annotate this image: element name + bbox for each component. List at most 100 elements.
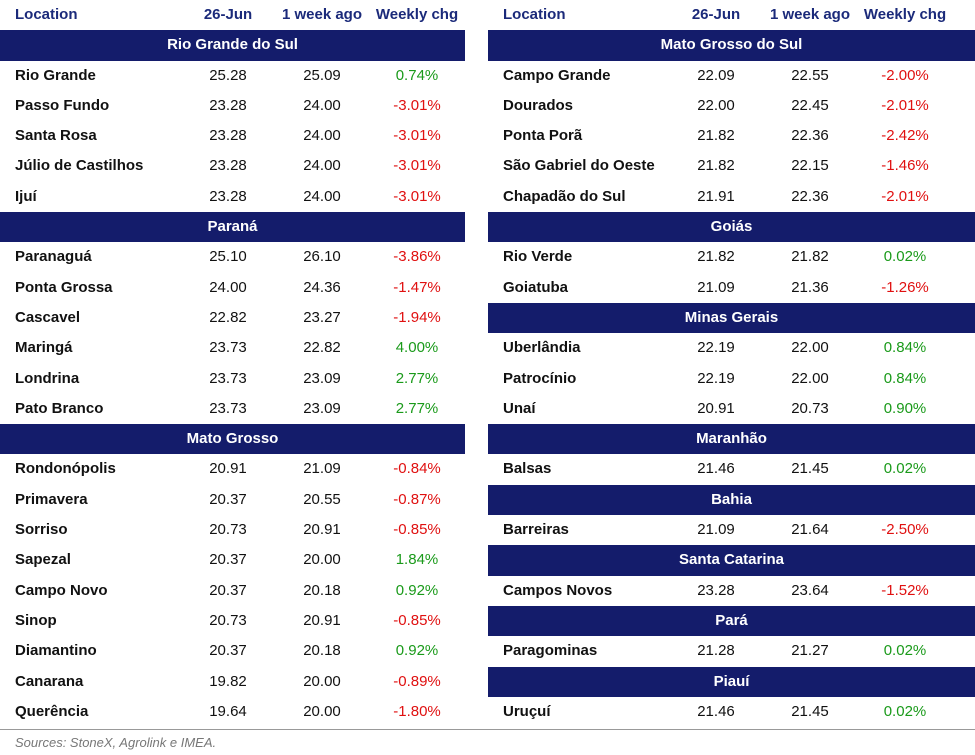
location: Maringá — [15, 339, 73, 357]
location: Júlio de Castilhos — [15, 157, 144, 175]
cell: -2.01% — [881, 96, 929, 114]
cell: -2.01% — [881, 187, 929, 205]
cell: 21.82 — [697, 157, 735, 175]
cell: -1.94% — [393, 308, 441, 326]
cell: 20.91 — [303, 521, 341, 539]
cell: 23.73 — [209, 339, 247, 357]
cell: 22.36 — [791, 187, 829, 205]
location: Rondonópolis — [15, 460, 116, 478]
group-header: Minas Gerais — [488, 302, 975, 334]
cell: 25.28 — [209, 66, 247, 84]
cell: 19.64 — [209, 702, 247, 720]
cell: 23.27 — [303, 308, 341, 326]
data-row: Rio Verde 21.82 21.82 0.02% — [488, 242, 975, 272]
data-row: Rio Grande 25.28 25.09 0.74% — [0, 61, 465, 91]
data-row: Rondonópolis 20.91 21.09 -0.84% — [0, 454, 465, 484]
data-row: Londrina 23.73 23.09 2.77% — [0, 364, 465, 394]
data-row: Ijuí 23.28 24.00 -3.01% — [0, 182, 465, 212]
cell: -1.46% — [881, 157, 929, 175]
cell: 20.73 — [209, 521, 247, 539]
cell: 24.00 — [303, 187, 341, 205]
cell: 21.64 — [791, 521, 829, 539]
cell: 22.15 — [791, 157, 829, 175]
cell: 21.91 — [697, 187, 735, 205]
column-header: 26-Jun — [691, 6, 741, 23]
location: São Gabriel do Oeste — [503, 157, 655, 175]
location: Sapezal — [15, 551, 71, 569]
bottom-rule — [0, 729, 975, 730]
cell: 24.00 — [303, 127, 341, 145]
cell: 20.37 — [209, 581, 247, 599]
cell: 0.90% — [883, 399, 927, 417]
group-header: Mato Grosso do Sul — [488, 30, 975, 61]
cell: 23.28 — [209, 127, 247, 145]
cell: 20.37 — [209, 490, 247, 508]
cell: 22.82 — [209, 308, 247, 326]
data-row: Patrocínio 22.19 22.00 0.84% — [488, 364, 975, 394]
cell: 23.73 — [209, 369, 247, 387]
column-header: Location — [15, 6, 78, 23]
cell: 19.82 — [209, 672, 247, 690]
cell: -0.87% — [393, 490, 441, 508]
data-row: Balsas 21.46 21.45 0.02% — [488, 454, 975, 484]
location: Goiatuba — [503, 278, 569, 296]
cell: 22.00 — [791, 369, 829, 387]
data-row: Campos Novos 23.28 23.64 -1.52% — [488, 576, 975, 606]
cell: 25.09 — [303, 66, 341, 84]
data-row: Ponta Grossa 24.00 24.36 -1.47% — [0, 273, 465, 303]
location: Campos Novos — [503, 581, 613, 599]
location: Cascavel — [15, 308, 81, 326]
cell: 21.82 — [697, 127, 735, 145]
location: Sorriso — [15, 521, 68, 539]
cell: 0.02% — [883, 702, 927, 720]
location: Canarana — [15, 672, 84, 690]
location: Campo Grande — [503, 66, 611, 84]
cell: 21.27 — [791, 642, 829, 660]
data-row: Uberlândia 22.19 22.00 0.84% — [488, 333, 975, 363]
group-header: Goiás — [488, 212, 975, 243]
cell: 0.02% — [883, 642, 927, 660]
cell: -2.42% — [881, 127, 929, 145]
group-header: Bahia — [488, 484, 975, 516]
cell: 20.37 — [209, 551, 247, 569]
data-row: Santa Rosa 23.28 24.00 -3.01% — [0, 121, 465, 151]
cell: -1.80% — [393, 702, 441, 720]
data-row: São Gabriel do Oeste 21.82 22.15 -1.46% — [488, 151, 975, 181]
cell: 23.28 — [209, 96, 247, 114]
group-header: Santa Catarina — [488, 545, 975, 576]
column-header: 26-Jun — [203, 6, 253, 23]
cell: 2.77% — [395, 369, 439, 387]
data-row: Canarana 19.82 20.00 -0.89% — [0, 667, 465, 697]
cell: 24.00 — [209, 278, 247, 296]
cell: 24.36 — [303, 278, 341, 296]
cell: 0.84% — [883, 339, 927, 357]
location: Campo Novo — [15, 581, 108, 599]
cell: 21.45 — [791, 460, 829, 478]
cell: 21.46 — [697, 460, 735, 478]
cell: 21.82 — [697, 248, 735, 266]
cell: 21.09 — [303, 460, 341, 478]
cell: 20.91 — [209, 460, 247, 478]
data-row: Ponta Porã 21.82 22.36 -2.42% — [488, 121, 975, 151]
cell: -3.01% — [393, 96, 441, 114]
data-row: Campo Novo 20.37 20.18 0.92% — [0, 576, 465, 606]
group-header: Piauí — [488, 666, 975, 697]
group-header: Mato Grosso — [0, 424, 465, 455]
data-row: Sorriso 20.73 20.91 -0.85% — [0, 515, 465, 545]
data-row: Maringá 23.73 22.82 4.00% — [0, 333, 465, 363]
sources: Sources: StoneX, Agrolink e IMEA. — [15, 735, 217, 750]
cell: 25.10 — [209, 248, 247, 266]
cell: 20.18 — [303, 642, 341, 660]
location: Balsas — [503, 460, 552, 478]
data-row: Unaí 20.91 20.73 0.90% — [488, 394, 975, 424]
cell: 22.45 — [791, 96, 829, 114]
data-row: Barreiras 21.09 21.64 -2.50% — [488, 515, 975, 545]
cell: -3.01% — [393, 127, 441, 145]
cell: 0.84% — [883, 369, 927, 387]
cell: 22.82 — [303, 339, 341, 357]
location: Uberlândia — [503, 339, 581, 357]
cell: 1.84% — [395, 551, 439, 569]
cell: 20.73 — [209, 611, 247, 629]
column-header: Weekly chg — [375, 6, 459, 23]
